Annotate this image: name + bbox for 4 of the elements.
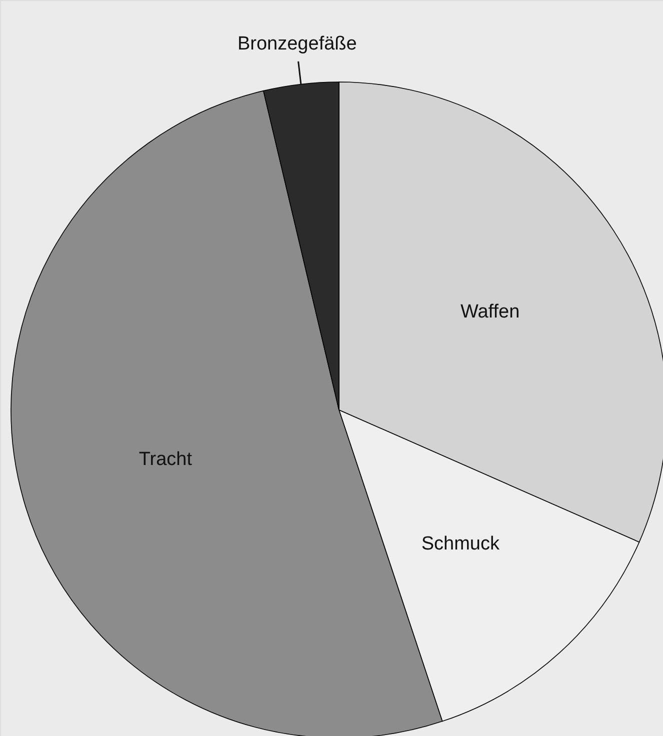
slice-label: Bronzegefäße: [237, 34, 357, 55]
slice-label: Tracht: [138, 449, 193, 470]
slice-label: Schmuck: [421, 533, 500, 554]
slice-label: Waffen: [460, 301, 520, 322]
